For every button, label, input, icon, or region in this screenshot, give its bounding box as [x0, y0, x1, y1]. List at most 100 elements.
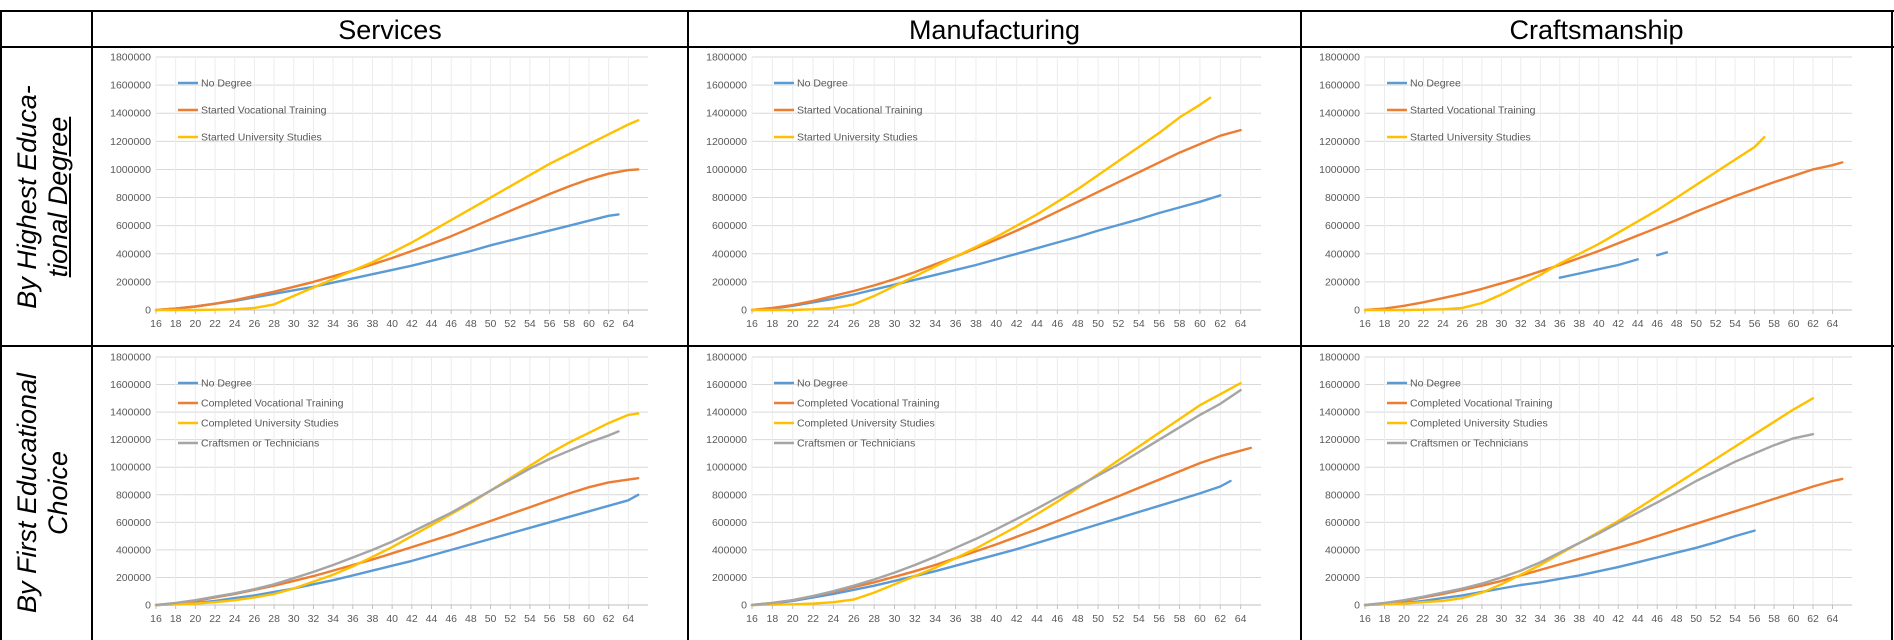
- x-tick-label: 18: [767, 613, 779, 625]
- table-label-divider: [91, 10, 93, 640]
- y-tick-label: 1000000: [706, 164, 747, 176]
- x-tick-label: 48: [1671, 613, 1683, 625]
- x-tick-label: 46: [1052, 613, 1064, 625]
- y-tick-label: 200000: [712, 276, 747, 288]
- x-tick-label: 54: [1133, 613, 1145, 625]
- y-tick-label: 1200000: [706, 136, 747, 148]
- x-tick-label: 60: [583, 613, 595, 625]
- series-line-completed-university-studies: [750, 382, 1242, 607]
- x-tick-label: 60: [1194, 613, 1206, 625]
- x-tick-label: 48: [465, 613, 477, 625]
- x-tick-label: 26: [848, 318, 860, 330]
- table-header-divider: [0, 46, 1894, 48]
- y-tick-label: 1800000: [110, 352, 151, 364]
- series-line-craftsmen-or-technicians: [1363, 432, 1815, 607]
- x-tick-label: 38: [1573, 318, 1585, 330]
- series-line-no-degree: [750, 194, 1222, 312]
- series-line-started-university-studies: [154, 119, 640, 312]
- y-tick-label: 1400000: [1319, 407, 1360, 419]
- x-tick-label: 18: [1379, 318, 1391, 330]
- series-line-no-degree: [154, 493, 640, 607]
- x-tick-label: 60: [1194, 318, 1206, 330]
- y-tick-label: 1200000: [1319, 136, 1360, 148]
- x-tick-label: 56: [1749, 613, 1761, 625]
- x-tick-label: 20: [1398, 613, 1410, 625]
- x-tick-label: 30: [1496, 613, 1508, 625]
- y-tick-label: 1800000: [706, 52, 747, 64]
- legend-label-no-degree: No Degree: [1410, 378, 1461, 390]
- x-tick-label: 22: [1418, 318, 1430, 330]
- series-line-started-vocational-training: [750, 128, 1242, 312]
- x-tick-label: 42: [1612, 318, 1624, 330]
- x-tick-label: 52: [1113, 613, 1125, 625]
- x-tick-label: 62: [1807, 613, 1819, 625]
- x-tick-label: 30: [889, 318, 901, 330]
- x-tick-label: 54: [1729, 318, 1741, 330]
- x-tick-label: 36: [1554, 318, 1566, 330]
- chart-manufacturing-highest-degree: 0 200000 400000 600000 800000 1000000 1200000 1…: [706, 52, 1261, 330]
- x-tick-label: 50: [1690, 613, 1702, 625]
- x-tick-label: 18: [1379, 613, 1391, 625]
- x-tick-label: 28: [1476, 613, 1488, 625]
- table-border-left: [0, 10, 2, 640]
- x-tick-label: 40: [1593, 613, 1605, 625]
- x-tick-label: 36: [950, 318, 962, 330]
- y-tick-label: 800000: [712, 192, 747, 204]
- x-tick-label: 16: [1359, 318, 1371, 330]
- x-tick-label: 44: [1031, 613, 1043, 625]
- legend-label-completed-university-studies: Completed University Studies: [797, 418, 935, 430]
- x-tick-label: 26: [1457, 613, 1469, 625]
- y-tick-label: 0: [1354, 305, 1360, 317]
- legend-label-no-degree: No Degree: [797, 78, 848, 90]
- x-tick-label: 50: [485, 613, 497, 625]
- x-tick-label: 36: [950, 613, 962, 625]
- y-tick-label: 1000000: [1319, 164, 1360, 176]
- x-tick-label: 54: [524, 318, 536, 330]
- legend-label-started-university-studies: Started University Studies: [797, 132, 918, 144]
- x-tick-label: 64: [622, 613, 634, 625]
- table-border-right: [1891, 10, 1893, 640]
- x-tick-label: 34: [1534, 613, 1546, 625]
- x-tick-label: 64: [1235, 613, 1247, 625]
- x-tick-label: 38: [970, 613, 982, 625]
- y-tick-label: 600000: [1325, 517, 1360, 529]
- legend-label-completed-vocational-training: Completed Vocational Training: [201, 398, 344, 410]
- x-tick-label: 18: [767, 318, 779, 330]
- x-tick-label: 46: [1052, 318, 1064, 330]
- y-tick-label: 1400000: [1319, 108, 1360, 120]
- x-tick-label: 62: [1214, 613, 1226, 625]
- column-title-manufacturing: Manufacturing: [908, 15, 1081, 45]
- x-tick-label: 22: [209, 318, 221, 330]
- x-tick-label: 44: [426, 613, 438, 625]
- y-tick-label: 400000: [116, 248, 151, 260]
- series-line-completed-vocational-training: [1363, 477, 1844, 607]
- y-tick-label: 400000: [712, 544, 747, 556]
- table-column-divider-2: [1300, 10, 1302, 640]
- x-tick-label: 46: [1651, 613, 1663, 625]
- x-tick-label: 40: [1593, 318, 1605, 330]
- x-tick-label: 56: [1749, 318, 1761, 330]
- x-tick-label: 64: [622, 318, 634, 330]
- x-tick-label: 20: [190, 613, 202, 625]
- table-row-divider: [0, 345, 1894, 347]
- x-tick-label: 16: [746, 613, 758, 625]
- x-tick-label: 42: [1011, 318, 1023, 330]
- x-tick-label: 16: [150, 613, 162, 625]
- x-tick-label: 20: [1398, 318, 1410, 330]
- x-tick-label: 22: [209, 613, 221, 625]
- x-tick-label: 56: [1153, 613, 1165, 625]
- x-tick-label: 50: [1092, 318, 1104, 330]
- legend-label-no-degree: No Degree: [1410, 78, 1461, 90]
- legend-label-no-degree: No Degree: [201, 78, 252, 90]
- x-tick-label: 24: [828, 318, 840, 330]
- y-tick-label: 1200000: [110, 434, 151, 446]
- x-tick-label: 44: [426, 318, 438, 330]
- x-tick-label: 22: [807, 318, 819, 330]
- y-tick-label: 1400000: [110, 407, 151, 419]
- x-tick-label: 60: [1788, 613, 1800, 625]
- x-tick-label: 48: [1072, 318, 1084, 330]
- x-tick-label: 28: [868, 613, 880, 625]
- row-label-highest-degree-line-2: tional Degree: [43, 116, 73, 278]
- x-tick-label: 44: [1632, 318, 1644, 330]
- series-line-started-vocational-training: [1363, 161, 1844, 312]
